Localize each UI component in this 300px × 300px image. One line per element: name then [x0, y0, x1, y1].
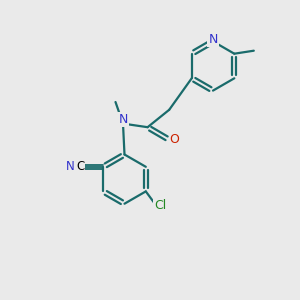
Text: N: N [66, 160, 75, 173]
Text: Cl: Cl [154, 199, 166, 212]
Text: C: C [76, 160, 84, 173]
Text: N: N [118, 112, 128, 126]
Text: N: N [208, 33, 218, 46]
Text: O: O [170, 133, 179, 146]
